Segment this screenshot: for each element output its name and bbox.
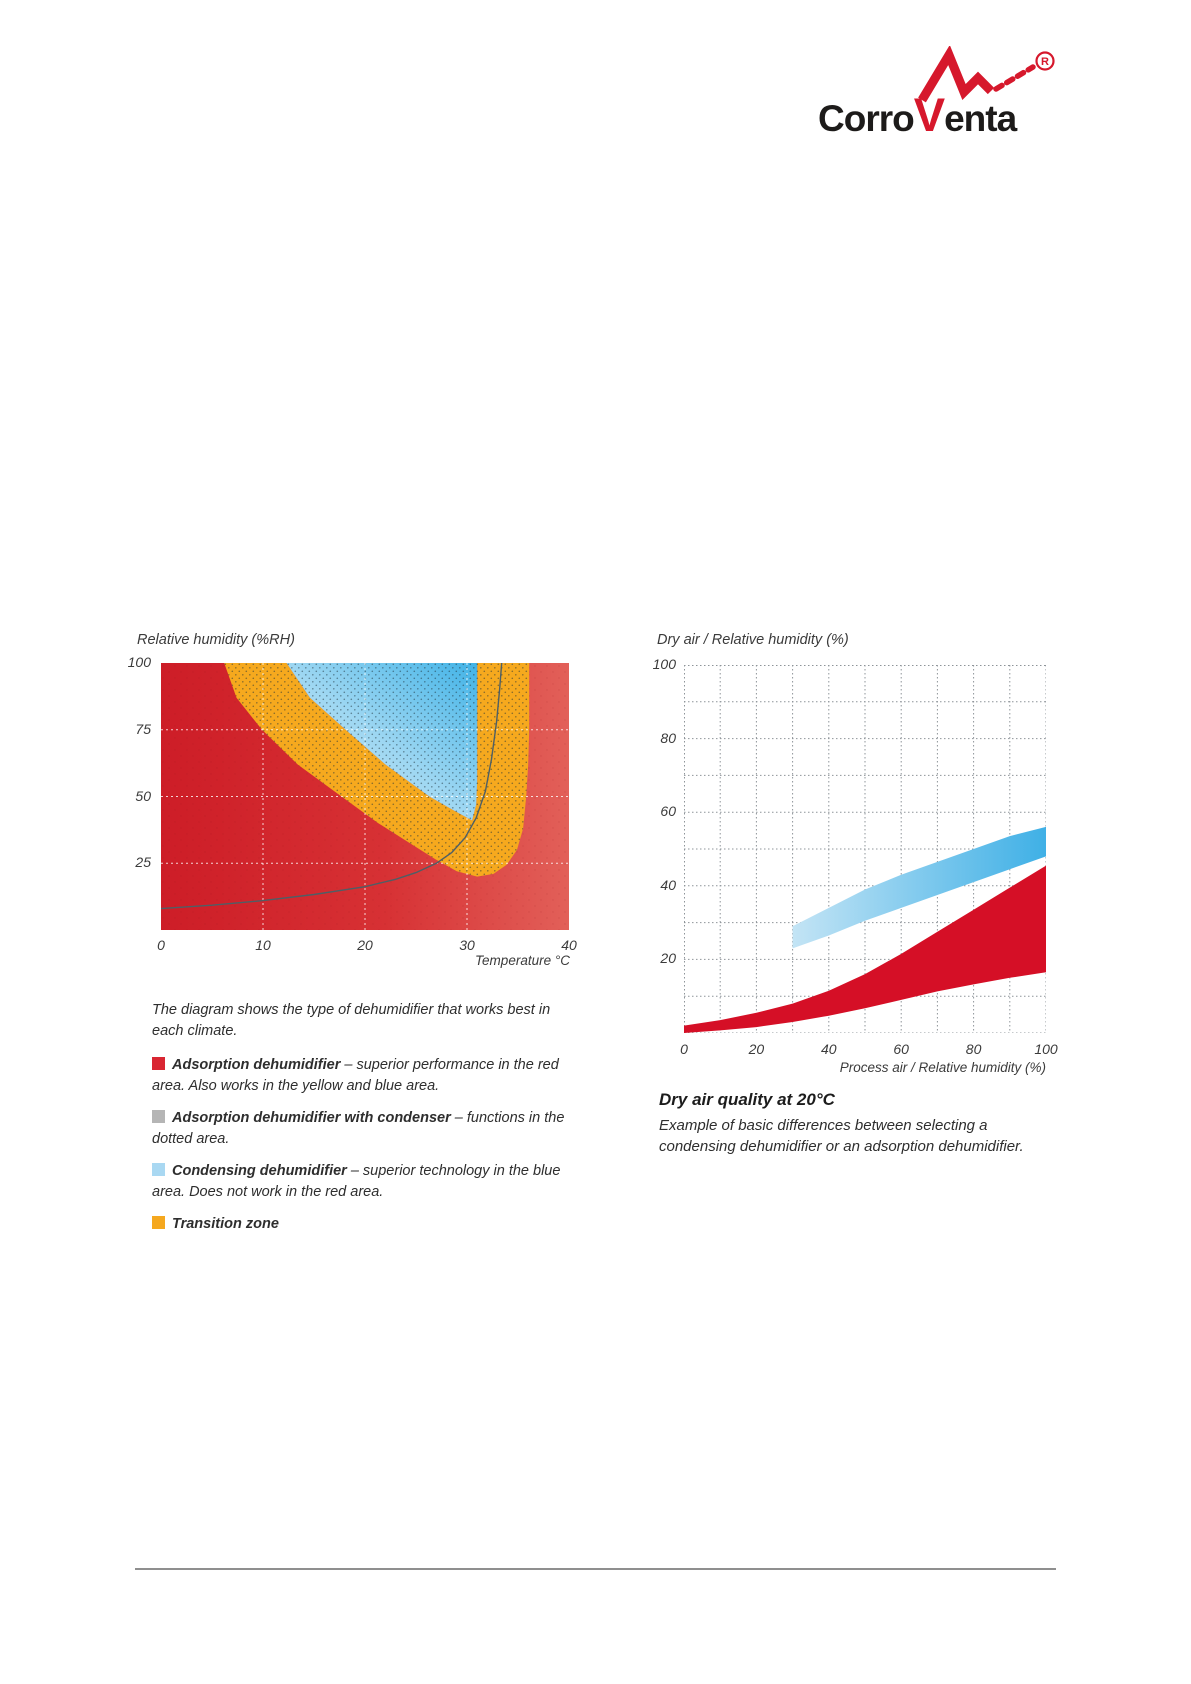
right-chart-x-tick: 0 [680, 1041, 688, 1057]
right-chart-x-tick: 20 [748, 1041, 765, 1057]
logo-wordmark: CorroVenta [818, 88, 1018, 141]
right-chart-x-tick: 60 [893, 1041, 909, 1057]
dry-air-quality-plot [684, 665, 1046, 1033]
legend-name: Adsorption dehumidifier with condenser [172, 1110, 451, 1126]
legend-swatch-icon [152, 1163, 165, 1176]
left-chart-legend: The diagram shows the type of dehumidifi… [152, 1000, 568, 1246]
climate-diagram-svg [161, 663, 569, 930]
legend-swatch-icon [152, 1057, 165, 1070]
logo-text-corro: Corro [818, 98, 914, 139]
right-chart-y-tick: 40 [660, 876, 676, 893]
legend-swatch-icon [152, 1110, 165, 1123]
dry-air-quality-svg [684, 665, 1046, 1033]
right-chart-caption-body: Example of basic differences between sel… [659, 1117, 1024, 1155]
left-chart-x-axis-label: Temperature °C [475, 953, 570, 968]
legend-name: Condensing dehumidifier [172, 1163, 347, 1179]
right-chart-x-tick: 40 [821, 1041, 837, 1057]
left-chart-y-tick: 25 [135, 854, 151, 871]
right-chart-y-tick: 100 [652, 656, 676, 672]
left-chart-x-tick: 0 [157, 937, 165, 953]
logo-text-v: V [914, 88, 946, 141]
left-chart-y-tick: 100 [127, 654, 151, 670]
registered-trademark-icon [1035, 51, 1055, 71]
right-chart-x-axis-label: Process air / Relative humidity (%) [839, 1060, 1046, 1075]
right-chart-caption-title: Dry air quality at 20°C [659, 1090, 835, 1109]
legend-intro-text: The diagram shows the type of dehumidifi… [152, 1002, 551, 1039]
legend-name: Adsorption dehumidifier [172, 1057, 341, 1073]
legend-item: Adsorption dehumidifier – superior perfo… [152, 1055, 568, 1097]
dotted-condenser-region [224, 663, 530, 877]
footer-rule [135, 1568, 1056, 1570]
right-chart-y-tick: 20 [660, 950, 676, 967]
left-chart-gridlines [161, 663, 569, 930]
legend-swatch-icon [152, 1216, 165, 1229]
logo-zigzag-dashes-icon [993, 64, 1036, 92]
registered-trademark-letter: R [1041, 56, 1049, 68]
legend-desc: – functions in the dotted area. [152, 1110, 565, 1147]
right-chart-x-tick: 80 [965, 1041, 982, 1057]
logo-text-enta: enta [944, 98, 1018, 139]
legend-desc: – superior technology in the blue area. … [152, 1163, 561, 1200]
right-chart-gridlines [684, 665, 1046, 1033]
right-chart-y-tick: 80 [660, 729, 676, 746]
left-chart-x-tick: 40 [561, 937, 577, 953]
left-chart-x-tick: 10 [255, 937, 271, 953]
corroventa-logo: R CorroVenta [818, 46, 1055, 141]
right-chart-title: Dry air / Relative humidity (%) [657, 632, 849, 648]
legend-item: Adsorption dehumidifier with condenser –… [152, 1108, 568, 1150]
adsorption-band [684, 865, 1046, 1033]
legend-item: Condensing dehumidifier – superior techn… [152, 1161, 568, 1203]
logo-zigzag-icon [918, 46, 995, 103]
left-chart-title: Relative humidity (%RH) [137, 632, 295, 648]
left-chart-x-tick: 20 [357, 937, 373, 953]
climate-diagram-plot [161, 663, 569, 930]
legend-name: Transition zone [172, 1216, 279, 1232]
equilibrium-curve [161, 663, 503, 910]
condensing-band [792, 826, 1046, 949]
left-chart-x-tick: 30 [459, 937, 475, 953]
legend-item: Transition zone [152, 1214, 568, 1235]
legend-desc: – superior performance in the red area. … [152, 1057, 559, 1094]
left-chart-y-tick: 50 [135, 787, 151, 804]
right-chart-y-tick: 60 [660, 803, 676, 820]
left-chart-y-tick: 75 [135, 720, 151, 737]
right-chart-x-tick: 100 [1034, 1041, 1058, 1057]
